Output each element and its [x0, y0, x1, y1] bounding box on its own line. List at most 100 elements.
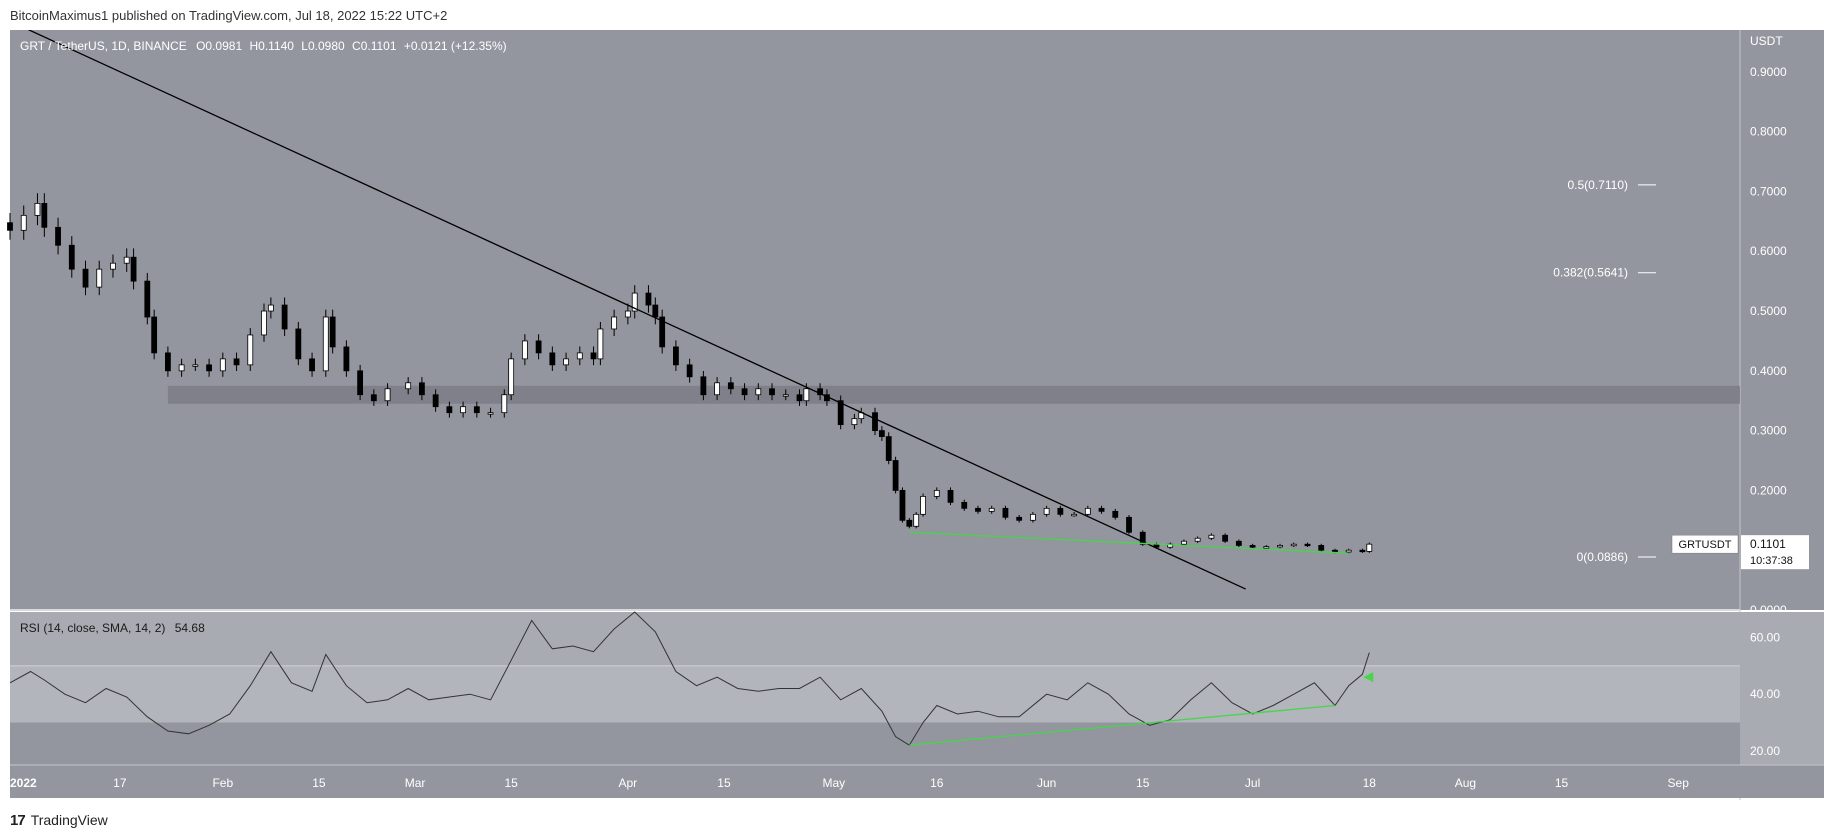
- fib-level-label: 0(0.0886): [1577, 550, 1628, 564]
- candle-up: [178, 364, 185, 372]
- fib-level-label: 0.5(0.7110): [1568, 178, 1629, 192]
- price-tag-countdown: 10:37:38: [1750, 555, 1793, 567]
- candle-down: [906, 519, 913, 527]
- symbol-tag-box: [1671, 534, 1739, 554]
- candle-down: [878, 430, 885, 437]
- candle-up: [803, 388, 810, 402]
- candle-down: [1098, 507, 1105, 512]
- rsi-axis-ticks: 60.00 40.00 20.00: [1750, 631, 1780, 758]
- candle-up: [1071, 513, 1077, 517]
- price-tag-box: [1741, 535, 1809, 570]
- rsi-band-rect: [10, 665, 1740, 723]
- price-axis-unit: USDT: [1750, 34, 1783, 48]
- candle-down: [370, 394, 377, 402]
- price-tick-label: 0.8000: [1750, 125, 1787, 139]
- time-tick-label: Jun: [1037, 776, 1056, 790]
- candle-up: [755, 388, 762, 396]
- time-tick-label: 15: [504, 776, 518, 790]
- time-tick-label: 15: [1136, 776, 1150, 790]
- candle-down: [1112, 510, 1119, 518]
- ohlc-high: 0.1140: [258, 39, 294, 53]
- candle-down: [837, 400, 844, 426]
- time-tick-label: 15: [717, 776, 731, 790]
- candle-down: [1318, 545, 1325, 551]
- candle-down: [686, 364, 693, 378]
- candle-up: [460, 406, 466, 414]
- chart-canvas[interactable]: USDT 0.9000 0.8000 0.7000 0.6000 0.5000 0.400…: [0, 30, 1824, 800]
- candle-up: [1345, 549, 1352, 553]
- ohlc-close: 0.1101: [361, 39, 397, 53]
- candle-down: [233, 358, 240, 366]
- ohlc-high-label: H: [249, 39, 258, 53]
- time-tick-label: 18: [1363, 776, 1377, 790]
- rsi-series-line: [9, 611, 1370, 746]
- candle-down: [1249, 545, 1256, 548]
- candle-down: [961, 501, 968, 509]
- candle-down: [68, 244, 75, 270]
- time-tick-label: Apr: [619, 776, 638, 790]
- candle-up: [34, 203, 41, 216]
- candle-down: [432, 394, 439, 408]
- candle-down: [329, 316, 336, 348]
- price-axis-pane: [1740, 30, 1824, 610]
- candle-up: [1084, 507, 1091, 515]
- time-tick-label: 17: [113, 776, 127, 790]
- rsi-title: RSI (14, close, SMA, 14, 2): [20, 621, 165, 635]
- candle-down: [885, 436, 892, 461]
- rsi-tick-label: 40.00: [1750, 687, 1780, 701]
- rsi-tick-label: 60.00: [1750, 631, 1780, 645]
- rsi-marker-arrow: [1363, 672, 1374, 683]
- candle-down: [1126, 516, 1132, 533]
- candle-up: [501, 394, 508, 414]
- candle-down: [652, 304, 659, 318]
- candle-up: [261, 310, 267, 336]
- support-zone-rect: [167, 385, 1740, 404]
- candle-up: [851, 418, 858, 426]
- tradingview-logo-icon: 17: [10, 811, 26, 829]
- ohlc-close-label: C: [352, 39, 361, 53]
- candle-up: [521, 340, 528, 360]
- fib-level-label: 0.382(0.5641): [1553, 266, 1628, 280]
- candle-up: [110, 262, 116, 270]
- candle-up: [405, 382, 412, 390]
- price-pane[interactable]: [10, 30, 1740, 610]
- footer: 17 TradingView: [10, 810, 108, 830]
- candle-up: [714, 382, 721, 396]
- time-tick-label: 2022: [10, 776, 37, 790]
- candle-down: [975, 507, 981, 512]
- candle-down: [41, 203, 48, 228]
- candle-down: [473, 406, 480, 414]
- candle-down: [535, 340, 542, 354]
- candle-down: [130, 256, 137, 282]
- horizontal-zone: [167, 385, 1740, 404]
- candle-down: [673, 346, 679, 366]
- candle-down: [343, 346, 350, 372]
- candle-up: [1263, 546, 1270, 549]
- candle-down: [419, 382, 425, 396]
- time-tick-label: Jul: [1245, 776, 1260, 790]
- candle-down: [281, 304, 288, 330]
- candle-down: [206, 364, 212, 372]
- candle-down: [549, 352, 556, 366]
- candle-down: [700, 376, 707, 396]
- candle-up: [563, 358, 569, 366]
- time-tick-label: Aug: [1455, 776, 1476, 790]
- candle-down: [769, 388, 775, 396]
- candle-down: [1304, 543, 1311, 547]
- candle-down: [1016, 516, 1023, 521]
- candle-down: [55, 226, 61, 246]
- candle-up: [624, 310, 631, 318]
- publisher-text: BitcoinMaximus1 published on TradingView…: [10, 8, 448, 23]
- time-axis-ticks: 2022 17 Feb 15 Mar 15 Apr 15 May 16 Jun 15 Jul 18 Aug 1…: [10, 776, 1689, 790]
- time-axis[interactable]: [10, 765, 1824, 798]
- candle-down: [164, 352, 171, 372]
- candle-down: [1332, 549, 1338, 553]
- candle-down: [645, 292, 652, 306]
- candle-up: [123, 256, 130, 264]
- candle-up: [1277, 545, 1283, 548]
- candle-up: [1181, 540, 1187, 545]
- candle-up: [192, 364, 199, 367]
- rsi-band: [10, 665, 1740, 765]
- candle-up: [1208, 534, 1215, 539]
- publisher-bar: BitcoinMaximus1 published on TradingView…: [0, 0, 1824, 30]
